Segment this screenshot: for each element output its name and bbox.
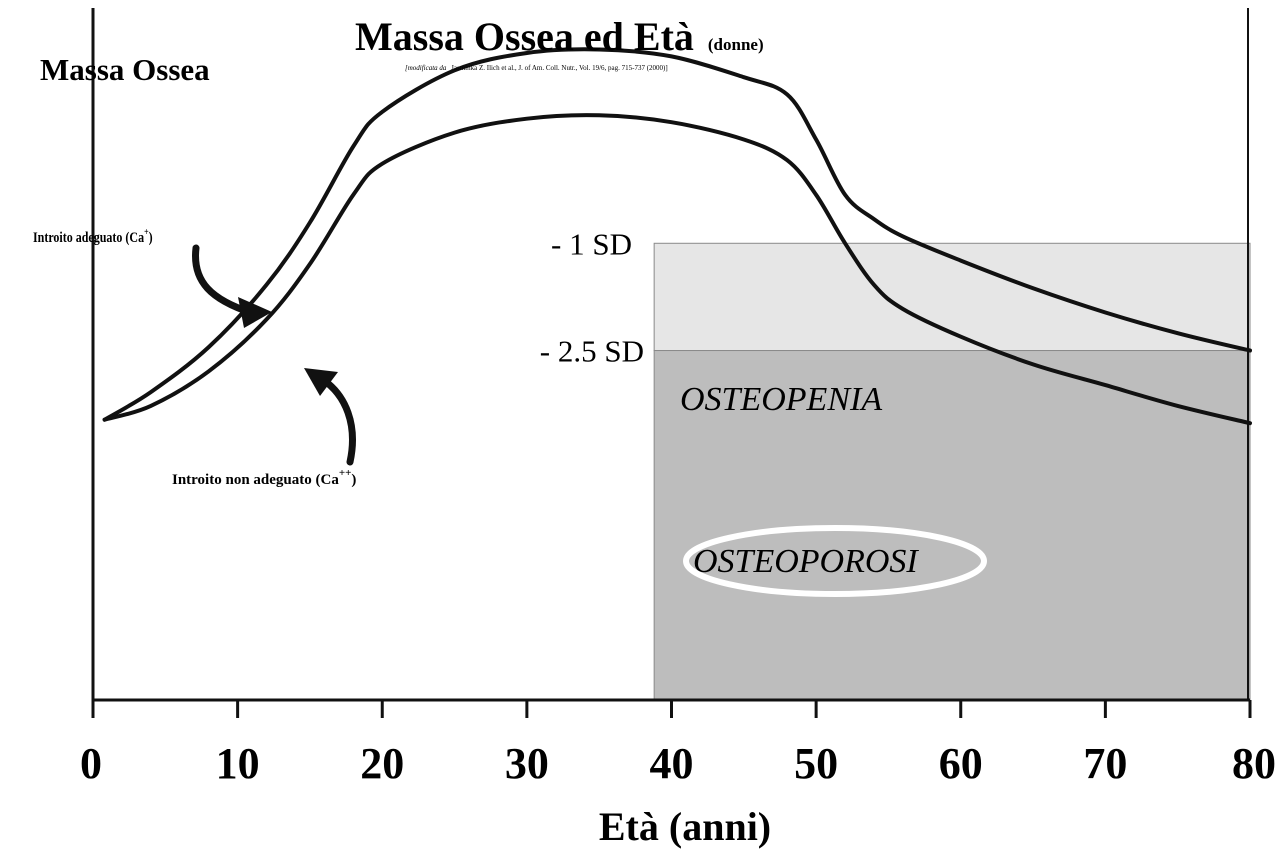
osteoporosi-label: OSTEOPOROSI	[693, 543, 919, 580]
x-tick-label: 70	[1083, 739, 1127, 788]
series-line-adequate	[102, 47, 1252, 422]
x-tick-label: 50	[794, 739, 838, 788]
chart-title-main: Massa Ossea ed Età	[355, 14, 694, 59]
sd-label-2-5: - 2.5 SD	[540, 334, 644, 369]
chart-title-suffix: (donne)	[708, 35, 764, 54]
annotation-inadequate-sup: ++	[339, 467, 352, 479]
x-tick-label: 40	[650, 739, 694, 788]
annotation-adequate: Introito adeguato (Ca+)	[33, 226, 153, 246]
annotation-inadequate-close: )	[351, 472, 356, 488]
x-tick-label: 60	[939, 739, 983, 788]
source-citation: [modificata da Jasminka Z. Ilich et al.,…	[405, 64, 668, 72]
x-tick-label: 80	[1232, 739, 1276, 788]
source-rest: Jasminka Z. Ilich et al., J. of Am. Coll…	[451, 64, 668, 72]
x-tick-label: 20	[360, 739, 404, 788]
annotation-adequate-sup: +	[144, 226, 149, 237]
annotation-inadequate-text: Introito non adeguato (Ca	[172, 472, 339, 488]
source-prefix: [modificata da	[405, 64, 447, 72]
x-ticks: 0 10 20 30 40 50 60 70 80	[80, 700, 1276, 788]
sd-label-1: - 1 SD	[551, 226, 632, 261]
arrow-inadequate-head	[304, 368, 338, 396]
arrow-inadequate	[318, 375, 356, 466]
annotation-inadequate: Introito non adeguato (Ca++)	[172, 467, 356, 488]
series-line-inadequate	[102, 113, 1252, 426]
x-tick-label: 0	[80, 739, 102, 788]
arrow-adequate-head	[238, 297, 272, 328]
arrow-adequate	[192, 244, 256, 317]
x-axis-label: Età (anni)	[599, 804, 771, 849]
annotation-adequate-text: Introito adeguato (Ca	[33, 229, 144, 247]
x-tick-label: 30	[505, 739, 549, 788]
osteoporosi-highlight	[683, 525, 987, 597]
osteopenia-label: OSTEOPENIA	[680, 381, 882, 418]
osteoporosi-zone	[653, 350, 1251, 701]
chart-title: Massa Ossea ed Età (donne)	[355, 14, 764, 59]
annotation-adequate-close: )	[149, 229, 153, 247]
x-tick-label: 10	[216, 739, 260, 788]
y-axis-label: Massa Ossea	[40, 52, 210, 87]
